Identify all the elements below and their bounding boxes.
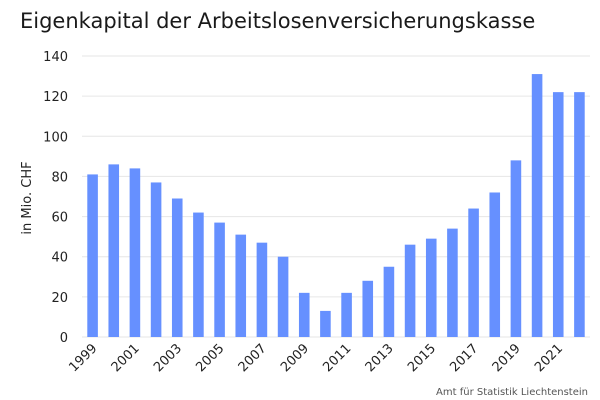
x-tick-label: 2011 bbox=[320, 341, 354, 375]
y-tick-label: 40 bbox=[51, 251, 68, 266]
chart-title: Eigenkapital der Arbeitslosenversicherun… bbox=[20, 9, 535, 33]
bar-2020 bbox=[531, 74, 543, 338]
bar-2006 bbox=[235, 234, 247, 337]
bar-1999 bbox=[87, 174, 98, 337]
y-tick-label: 100 bbox=[43, 130, 68, 145]
bar-2007 bbox=[256, 242, 268, 337]
bar-2009 bbox=[298, 292, 310, 337]
bars bbox=[87, 74, 585, 338]
bar-2000 bbox=[108, 164, 120, 337]
bar-2013 bbox=[383, 266, 395, 337]
x-tick-label: 2003 bbox=[151, 341, 185, 375]
y-tick-label: 20 bbox=[51, 291, 68, 306]
bar-2021 bbox=[552, 92, 564, 337]
y-tick-label: 80 bbox=[51, 170, 68, 185]
bar-2008 bbox=[277, 256, 289, 337]
y-tick-label: 120 bbox=[43, 90, 68, 105]
bar-2001 bbox=[129, 168, 141, 337]
bar-2016 bbox=[447, 228, 458, 337]
bar-2005 bbox=[214, 222, 225, 337]
bar-2012 bbox=[362, 280, 374, 337]
gridlines bbox=[82, 55, 590, 338]
x-tick-label: 2021 bbox=[532, 341, 566, 375]
y-axis-label: in Mio. CHF bbox=[20, 161, 35, 234]
x-tick-label: 2013 bbox=[363, 341, 397, 375]
bar-2015 bbox=[425, 238, 437, 337]
y-axis-ticks: 0 20 40 60 80 100 120 140 bbox=[43, 50, 68, 346]
x-axis-ticks: 1999 2001 2003 2005 2007 2009 2011 2013 2015 2017… bbox=[66, 341, 566, 375]
bar-2002 bbox=[150, 182, 162, 337]
x-tick-label: 2017 bbox=[447, 341, 481, 375]
x-tick-label: 2005 bbox=[193, 341, 227, 375]
bar-2022 bbox=[574, 92, 585, 337]
y-tick-label: 60 bbox=[51, 211, 68, 226]
x-tick-label: 2015 bbox=[405, 341, 439, 375]
bar-2004 bbox=[193, 212, 204, 337]
bar-2018 bbox=[489, 192, 501, 337]
bar-2011 bbox=[341, 292, 352, 337]
bar-2019 bbox=[510, 160, 522, 337]
bar-2010 bbox=[320, 310, 331, 337]
x-tick-label: 2007 bbox=[236, 341, 270, 375]
x-tick-label: 1999 bbox=[66, 341, 100, 375]
x-tick-label: 2019 bbox=[490, 341, 524, 375]
bar-2014 bbox=[404, 244, 416, 337]
y-tick-label: 140 bbox=[43, 50, 68, 65]
bar-2003 bbox=[171, 198, 183, 337]
x-tick-label: 2009 bbox=[278, 341, 312, 375]
x-tick-label: 2001 bbox=[109, 341, 143, 375]
y-tick-label: 0 bbox=[60, 331, 68, 346]
source-note: Amt für Statistik Liechtenstein bbox=[436, 387, 588, 398]
bar-2017 bbox=[468, 208, 479, 337]
